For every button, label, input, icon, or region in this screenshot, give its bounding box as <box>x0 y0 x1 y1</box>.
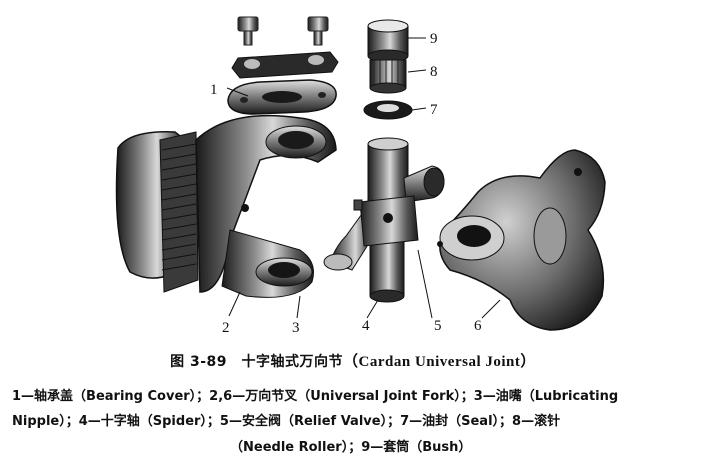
callout-6: 6 <box>474 318 482 334</box>
caption-title-latin: （Cardan Universal Joint） <box>343 354 536 370</box>
bolt-left <box>237 16 259 46</box>
leader-lines <box>226 37 501 319</box>
universal-joint-illustration: 1 2 3 4 5 6 7 8 9 <box>115 16 606 336</box>
callout-2: 2 <box>222 320 230 336</box>
callout-8: 8 <box>430 64 438 80</box>
spider <box>323 137 445 303</box>
callout-3: 3 <box>292 320 300 336</box>
callout-1: 1 <box>210 82 218 98</box>
callout-9: 9 <box>430 31 438 47</box>
lock-plate <box>231 51 339 79</box>
needle-roller <box>369 59 407 94</box>
legend-line-1: 1—轴承盖（Bearing Cover）；2,6—万向节叉（Universal … <box>12 389 619 404</box>
universal-joint-fork-left <box>115 114 337 298</box>
callout-5: 5 <box>434 318 442 334</box>
universal-joint-fork-right <box>437 149 606 331</box>
bush <box>367 19 409 63</box>
legend-line-2: Nipple）；4—十字轴（Spider）；5—安全阀（Relief Valve… <box>12 414 561 429</box>
figure-caption-title: 图 3-89 十字轴式万向节（Cardan Universal Joint） <box>0 350 706 371</box>
caption-title-prefix: 图 3-89 十字轴式万向节 <box>170 354 344 370</box>
callout-4: 4 <box>362 318 370 334</box>
bolt-right <box>307 16 329 46</box>
bearing-cover <box>227 79 337 115</box>
legend-line-3: （Needle Roller）；9—套筒（Bush） <box>230 440 472 455</box>
spline-teeth <box>161 143 197 271</box>
seal <box>363 100 413 120</box>
callout-7: 7 <box>430 102 438 118</box>
